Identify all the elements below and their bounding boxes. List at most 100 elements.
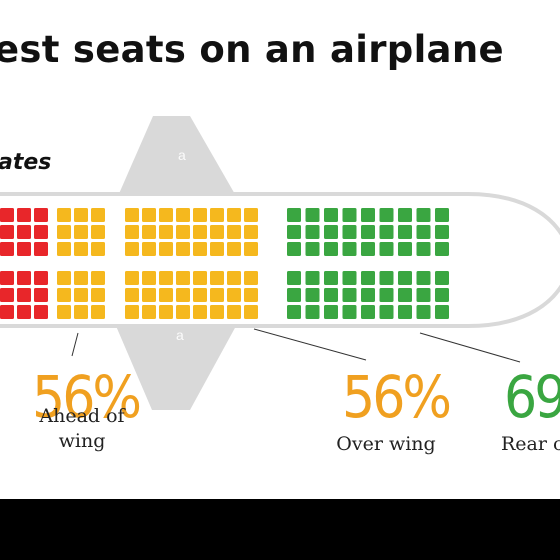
upper-wing [118,116,236,196]
ahead-seat [57,288,71,302]
over-seat [244,242,258,256]
over-seat [176,305,190,319]
rear-seat [398,208,412,222]
over-seat [125,225,139,239]
over-seat [125,208,139,222]
over-seat [159,242,173,256]
rear-seat [361,288,375,302]
over-wing-label: Over wing [336,433,436,455]
rear-seat [398,242,412,256]
over-seat [159,288,173,302]
ahead-seat [91,225,105,239]
rear-seat [416,305,431,319]
front-seat [17,271,31,285]
over-seat [227,225,241,239]
over-seat [193,225,207,239]
over-seat [227,305,241,319]
rear-seat [305,305,320,319]
rear-seat [379,225,394,239]
rear-seat [379,242,394,256]
front-seat [34,271,48,285]
rear-seat [324,225,338,239]
ahead-seat [91,271,105,285]
over-seat [210,288,224,302]
ahead-seat [91,288,105,302]
rear-seat [361,242,375,256]
over-seat [244,305,258,319]
over-seat [193,242,207,256]
rear-seat [379,288,394,302]
rear-seat [342,242,357,256]
rear-seat [305,208,320,222]
over-seat [193,208,207,222]
rear-seat [324,305,338,319]
front-seat [34,242,48,256]
section-subtitle: ates [0,150,52,175]
rear-seat [379,271,394,285]
front-seat [17,305,31,319]
over-seat [176,288,190,302]
over-seat [142,208,156,222]
rear-seat [305,288,320,302]
over-seat [244,288,258,302]
rear-cabin-label: Rear c [501,433,560,455]
front-seat [0,225,14,239]
over-seat [244,271,258,285]
rear-seat [305,271,320,285]
rear-seat [416,208,431,222]
lower-wing [116,326,236,410]
over-seat [193,305,207,319]
over-seat [125,242,139,256]
rear-seat [287,225,301,239]
leader-lines [71,328,521,363]
over-seat [125,288,139,302]
ahead-seat [91,242,105,256]
rear-seat [435,288,449,302]
rear-seat [416,271,431,285]
rear-seat [379,208,394,222]
over-seat [176,271,190,285]
over-seat [227,271,241,285]
rear-seat [342,288,357,302]
over-seat [210,208,224,222]
rear-seat [435,242,449,256]
over-seat [159,271,173,285]
rear-seat [361,208,375,222]
rear-seat [416,242,431,256]
front-seat [17,242,31,256]
rear-seat [342,208,357,222]
front-seat [0,208,14,222]
over-seat [159,208,173,222]
front-seat [0,288,14,302]
over-seat [142,225,156,239]
rear-seat [305,242,320,256]
rear-seat [324,208,338,222]
ahead-of-wing-label: Ahead of wing [39,405,125,452]
rear-seat [342,225,357,239]
watermark-marks: aa [176,147,186,343]
over-seat [176,242,190,256]
rear-seat [435,208,449,222]
ahead-seat [91,305,105,319]
rear-seat [379,305,394,319]
rear-seat [287,271,301,285]
ahead-seat [57,225,71,239]
over-seat [244,225,258,239]
watermark-glyph: a [176,327,184,343]
rear-cabin-percentage: 69 [504,363,560,431]
ahead-seat [74,288,88,302]
over-seat [193,271,207,285]
ahead-of-wing-percentage: 56% [32,363,142,431]
rear-seat [435,271,449,285]
ahead-seat [74,225,88,239]
ahead-seat [57,242,71,256]
rear-seat [324,271,338,285]
rear-seat [287,305,301,319]
rear-seat [361,225,375,239]
rear-seat [342,271,357,285]
rear-seat [416,225,431,239]
rear-seat [398,305,412,319]
over-seat [227,288,241,302]
